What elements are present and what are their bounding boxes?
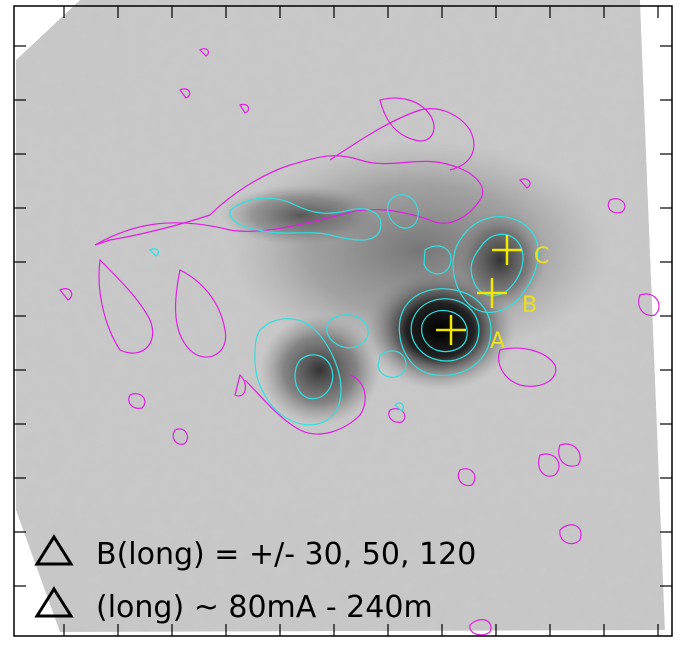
marker-b-cross [477, 278, 507, 308]
marker-b-label: B [522, 293, 537, 318]
marker-a-label: A [490, 329, 505, 354]
positive-contours [149, 194, 539, 426]
plot-frame [13, 5, 673, 637]
delta-icon [34, 534, 74, 566]
sunspot-markers [436, 235, 522, 345]
legend-line-2: (long) ~ 80mA - 240m [96, 590, 433, 625]
legend: B(long) = +/- 30, 50, 120 (long) ~ 80mA … [34, 534, 476, 625]
marker-c-cross [492, 235, 522, 265]
marker-a-cross [436, 315, 466, 345]
delta-icon [34, 586, 74, 618]
legend-line-1: B(long) = +/- 30, 50, 120 [96, 537, 476, 572]
marker-c-label: C [534, 244, 549, 269]
negative-contours [59, 48, 660, 636]
